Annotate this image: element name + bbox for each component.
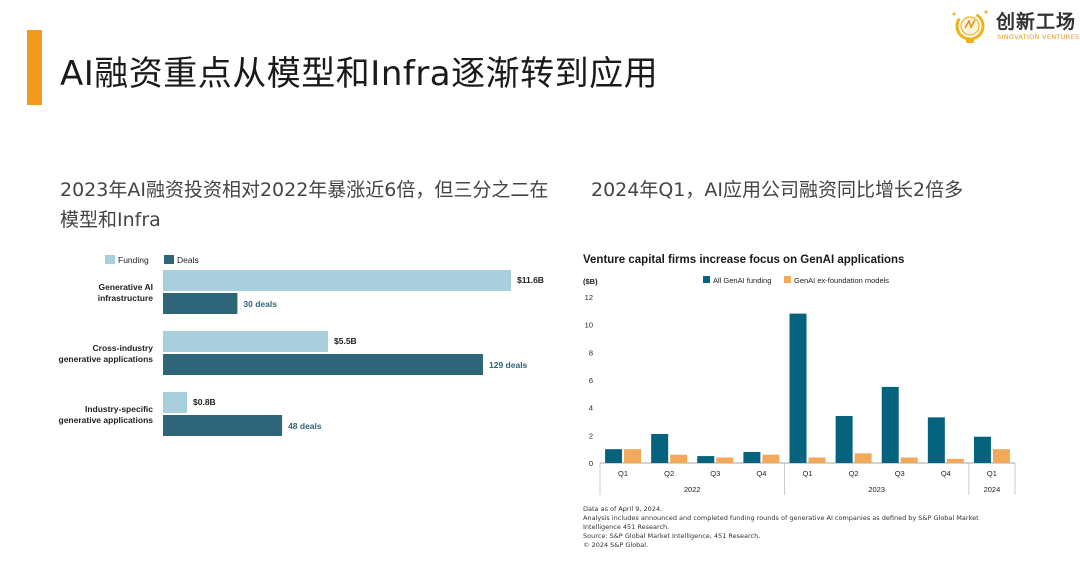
bar-label-deals: 48 deals [288, 421, 322, 431]
bar-ex-foundation [992, 449, 1010, 463]
chart-notes: Data as of April 9, 2024. Analysis inclu… [583, 505, 1043, 550]
bar-deals [163, 293, 238, 314]
bar-ex-foundation [670, 454, 688, 463]
bar-ex-foundation [716, 457, 734, 463]
bar-all-genai [651, 433, 669, 463]
bar-deals [163, 354, 483, 375]
bar-label-funding: $11.6B [517, 275, 544, 285]
bar-funding [163, 392, 187, 413]
x-tick-label: Q3 [895, 469, 905, 478]
y-tick-label: 12 [585, 293, 593, 302]
bar-ex-foundation [854, 453, 872, 463]
bar-label-funding: $5.5B [334, 336, 357, 346]
category-label: Cross-industry generative applications [59, 343, 154, 364]
year-label: 2023 [868, 485, 885, 494]
category-label-line: generative applications [59, 415, 154, 425]
category-label: Generative AI infrastructure [98, 282, 154, 303]
chart-title: Venture capital firms increase focus on … [583, 254, 904, 266]
genai-funding-quarterly-chart: Venture capital firms increase focus on … [583, 254, 1016, 495]
x-tick-label: Q3 [710, 469, 720, 478]
title-accent-bar [27, 30, 42, 105]
legend-swatch-all-genai [703, 276, 710, 283]
logo [952, 10, 988, 43]
bar-label-funding: $0.8B [193, 397, 216, 407]
category-label-line: Generative AI [99, 282, 154, 292]
x-tick-label: Q4 [941, 469, 951, 478]
bar-funding [163, 331, 328, 352]
legend-label-funding: Funding [118, 255, 149, 265]
x-tick-label: Q2 [664, 469, 674, 478]
bar-all-genai [973, 436, 991, 463]
bar-ex-foundation [762, 454, 780, 463]
x-tick-label: Q2 [849, 469, 859, 478]
category-label-line: generative applications [59, 354, 154, 364]
y-tick-label: 8 [589, 348, 593, 357]
bar-label-deals: 129 deals [489, 360, 528, 370]
bar-ex-foundation [946, 458, 964, 463]
page-title: AI融资重点从模型和Infra逐渐转到应用 [60, 54, 659, 94]
bar-all-genai [881, 386, 899, 463]
legend-label-deals: Deals [177, 255, 199, 265]
note-line: Data as of April 9, 2024. [583, 505, 663, 513]
y-tick-label: 6 [589, 376, 593, 385]
right-subtitle: 2024年Q1，AI应用公司融资同比增长2倍多 [591, 179, 964, 201]
year-label: 2022 [684, 485, 701, 494]
bar-all-genai [743, 451, 761, 463]
bar-all-genai [927, 417, 945, 463]
legend-swatch-deals [164, 255, 174, 264]
bar-all-genai [789, 313, 807, 463]
bar-ex-foundation [624, 449, 642, 463]
x-tick-label: Q1 [618, 469, 628, 478]
y-tick-label: 0 [589, 459, 593, 468]
y-tick-label: 2 [589, 431, 593, 440]
bar-all-genai [697, 456, 715, 463]
left-subtitle: 2023年AI融资投资相对2022年暴涨近6倍，但三分之二在模型和Infra [60, 179, 549, 231]
x-tick-label: Q1 [802, 469, 812, 478]
category-label-line: Cross-industry [93, 343, 154, 353]
note-line: © 2024 S&P Global. [583, 541, 649, 549]
legend-label-ex-foundation: GenAI ex-foundation models [794, 276, 889, 285]
year-label: 2024 [984, 485, 1001, 494]
x-tick-label: Q1 [987, 469, 997, 478]
y-tick-label: 4 [589, 404, 593, 413]
legend-swatch-funding [105, 255, 115, 264]
bar-deals [163, 415, 283, 436]
logo-english-name: SINOVATION VENTURES [997, 33, 1080, 41]
note-line: Intelligence 451 Research. [583, 523, 670, 531]
bar-ex-foundation [808, 457, 826, 463]
funding-deals-bar-chart: Funding Deals Generative AI infrastructure $… [59, 255, 544, 436]
lightbulb-icon [952, 10, 988, 43]
x-tick-label: Q4 [756, 469, 766, 478]
category-label-line: infrastructure [98, 293, 154, 303]
bar-all-genai [605, 449, 623, 463]
category-label: Industry-specific generative applications [59, 404, 154, 425]
bar-label-deals: 30 deals [243, 299, 277, 309]
legend-label-all-genai: All GenAI funding [713, 276, 771, 285]
y-tick-label: 10 [585, 321, 593, 330]
bar-funding [163, 270, 511, 291]
legend-swatch-ex-foundation [784, 276, 791, 283]
category-label-line: Industry-specific [85, 404, 153, 414]
note-line: Source: S&P Global Market Intelligence, … [583, 532, 761, 540]
note-line: Analysis includes announced and complete… [583, 514, 979, 522]
bar-all-genai [835, 415, 853, 463]
logo-name: 创新工场 [996, 11, 1077, 33]
y-axis-unit: ($B) [583, 277, 598, 286]
bar-ex-foundation [900, 457, 918, 463]
